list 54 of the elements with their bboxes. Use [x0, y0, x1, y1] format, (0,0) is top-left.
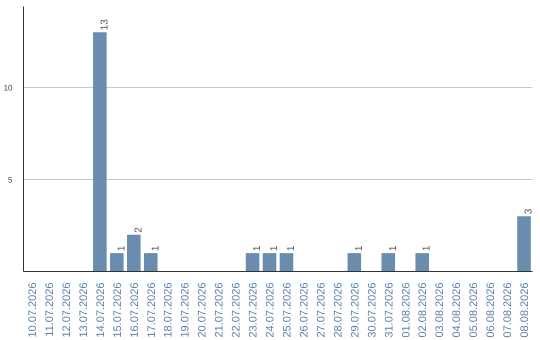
x-tick-label: 30.07.2026	[366, 282, 378, 338]
x-tick-label: 14.07.2026	[94, 282, 107, 338]
data-label: 2	[133, 226, 144, 233]
x-tick-label: 16.07.2026	[128, 282, 141, 338]
x-tick-label: 13.07.2026	[78, 282, 90, 338]
x-tick-label: 07.08.2026	[502, 282, 514, 338]
data-label: 3	[524, 208, 535, 214]
x-tick-label: 26.07.2026	[298, 282, 310, 338]
x-tick-label: 18.07.2026	[162, 282, 175, 338]
data-label: 1	[269, 245, 280, 252]
x-tick-label: 15.07.2026	[112, 282, 124, 338]
data-label: 1	[252, 245, 264, 252]
x-tick-label: 31.07.2026	[383, 282, 396, 338]
x-tick-label: 12.07.2026	[60, 282, 73, 338]
x-tick-label: 06.08.2026	[485, 282, 498, 338]
y-tick-label: 10	[4, 83, 14, 92]
bar	[415, 253, 430, 272]
x-tick-label: 05.08.2026	[468, 282, 480, 338]
y-tick-label: 5	[8, 175, 14, 184]
x-tick-label: 17.07.2026	[146, 282, 158, 338]
bar	[246, 253, 260, 272]
bar	[144, 253, 158, 272]
data-label: 13	[99, 18, 110, 30]
x-tick-label: 02.08.2026	[417, 282, 430, 338]
x-tick-label: 24.07.2026	[264, 282, 277, 338]
x-tick-label: 04.08.2026	[451, 282, 464, 338]
x-tick-label: 29.07.2026	[349, 282, 362, 338]
x-tick-label: 10.07.2026	[26, 282, 39, 338]
x-tick-label: 01.08.2026	[400, 282, 412, 338]
x-tick-label: 19.07.2026	[180, 282, 192, 338]
x-tick-label: 22.07.2026	[230, 282, 243, 338]
data-label: 1	[286, 245, 297, 252]
bar	[280, 253, 294, 272]
data-label: 1	[150, 245, 162, 252]
data-label: 1	[354, 245, 365, 252]
x-tick-label: 20.07.2026	[196, 282, 209, 338]
x-tick-label: 11.07.2026	[44, 282, 56, 337]
x-tick-label: 27.07.2026	[315, 282, 328, 338]
bar	[126, 234, 141, 272]
x-tick-label: 03.08.2026	[434, 282, 446, 338]
data-label: 1	[388, 245, 399, 252]
bar	[381, 253, 396, 272]
data-label: 1	[422, 245, 433, 252]
x-tick-label: 08.08.2026	[519, 282, 532, 338]
x-tick-label: 25.07.2026	[281, 282, 294, 338]
x-tick-label: 21.07.2026	[214, 282, 226, 338]
x-tick-label: 23.07.2026	[248, 282, 260, 338]
data-label: 1	[116, 245, 128, 252]
bar	[93, 32, 107, 272]
bar	[262, 253, 276, 272]
bar	[348, 253, 362, 272]
bar	[517, 216, 531, 272]
x-tick-label: 28.07.2026	[332, 282, 344, 338]
bar	[110, 253, 124, 272]
